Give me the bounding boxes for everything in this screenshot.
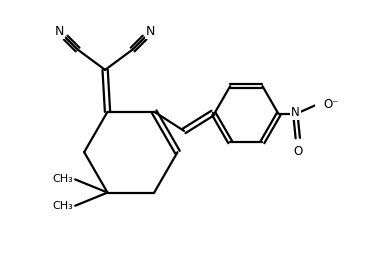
Text: CH₃: CH₃ (52, 201, 73, 211)
Text: O: O (293, 145, 302, 158)
Text: N: N (55, 25, 64, 38)
Text: CH₃: CH₃ (52, 174, 73, 184)
Text: N: N (146, 25, 155, 38)
Text: O⁻: O⁻ (323, 98, 338, 111)
Text: N: N (291, 106, 300, 120)
